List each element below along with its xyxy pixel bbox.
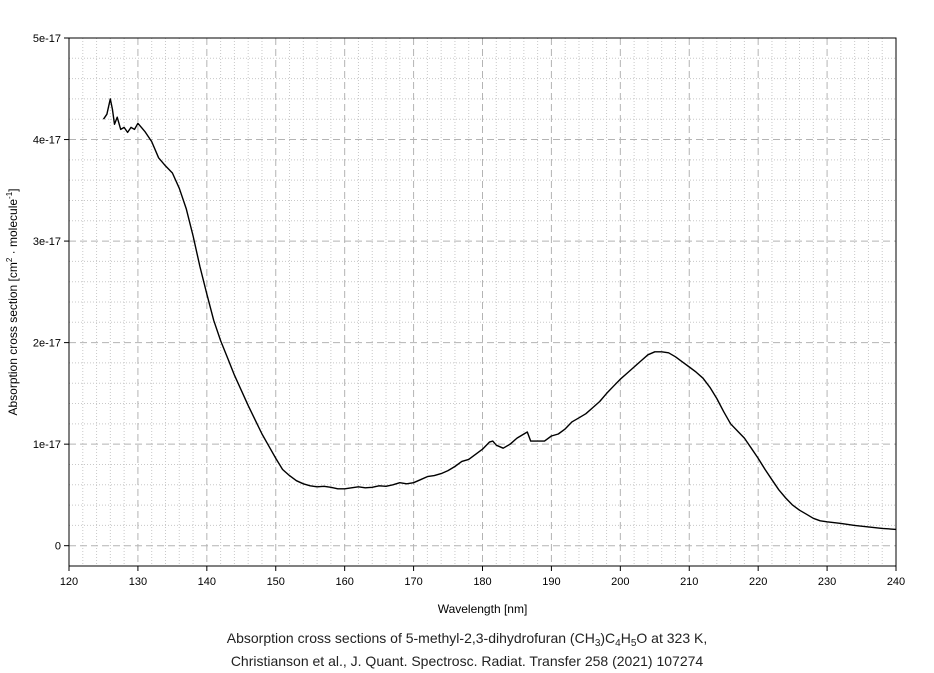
x-tick-label: 150: [267, 576, 285, 588]
caption-line-2: Christianson et al., J. Quant. Spectrosc…: [230, 653, 704, 669]
y-tick-label: 1e-17: [33, 439, 61, 451]
x-axis-ticks: 120 130 140 150 160 170 180 190 200 210 220 230 240: [60, 566, 905, 588]
x-tick-label: 240: [887, 576, 905, 588]
x-tick-label: 140: [198, 576, 216, 588]
x-axis-label: Wavelength [nm]: [438, 602, 528, 616]
caption-text: H: [620, 630, 631, 646]
y-axis-label-superscript: -1: [5, 191, 14, 199]
caption-subscript: 3: [594, 638, 601, 649]
x-tick-label: 130: [129, 576, 147, 588]
caption-subscript: 4: [615, 638, 621, 649]
y-axis-ticks: 0 1e-17 2e-17 3e-17 4e-17 5e-17: [33, 33, 69, 553]
y-tick-label: 0: [55, 541, 61, 553]
x-tick-label: 180: [473, 576, 491, 588]
y-tick-label: 4e-17: [33, 135, 61, 147]
caption-line-1: Absorption cross sections of 5-methyl-2,…: [0, 630, 934, 649]
x-tick-label: 210: [680, 576, 698, 588]
caption-subscript: 5: [630, 638, 637, 649]
y-tick-label: 5e-17: [33, 33, 61, 45]
y-tick-label: 2e-17: [33, 338, 61, 350]
caption-text: O at 323 K,: [636, 630, 708, 646]
y-tick-label: 3e-17: [33, 236, 61, 248]
y-axis-label-part: ]: [6, 188, 20, 191]
caption-text: )C: [600, 630, 616, 646]
x-tick-label: 220: [749, 576, 767, 588]
y-axis-label-part: Absorption cross section [cm: [6, 262, 20, 415]
x-tick-label: 200: [611, 576, 629, 588]
x-tick-label: 230: [818, 576, 836, 588]
y-axis-label-part: · molecule: [6, 199, 20, 258]
x-tick-label: 170: [404, 576, 422, 588]
x-tick-label: 190: [542, 576, 560, 588]
x-tick-label: 120: [60, 576, 78, 588]
y-axis-label: Absorption cross section [cm2 · molecule…: [5, 188, 20, 415]
y-axis-label-superscript: 2: [5, 257, 14, 262]
x-tick-label: 160: [335, 576, 353, 588]
chart: 120 130 140 150 160 170 180 190 200 210 220 230 240 …: [5, 33, 905, 616]
minor-grid: [69, 38, 896, 566]
caption-text: Absorption cross sections of 5-methyl-2,…: [226, 630, 595, 646]
series-line: [102, 98, 897, 531]
